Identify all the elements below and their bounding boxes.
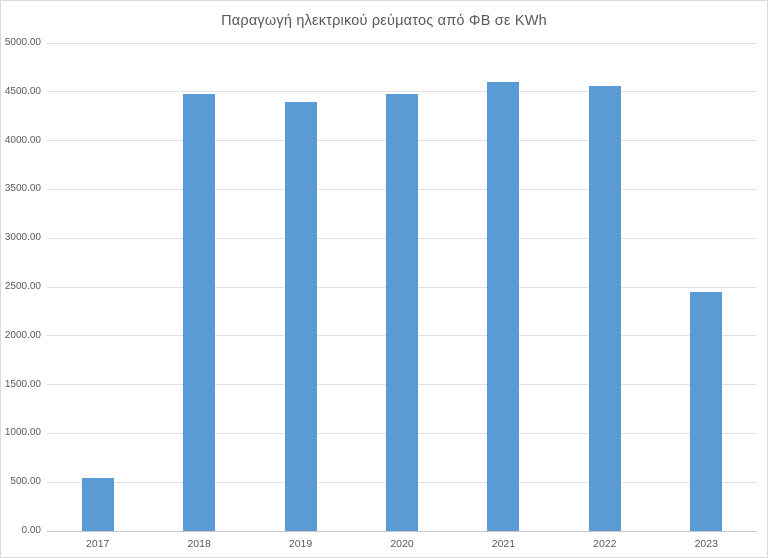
y-tick-label: 1000.00 [4, 427, 41, 439]
gridline [47, 91, 757, 93]
y-tick-label: 4500.00 [4, 85, 41, 97]
plot-area [47, 42, 757, 532]
bar-2018 [183, 94, 216, 531]
x-tick-label: 2020 [390, 538, 414, 550]
bar-2017 [81, 478, 114, 531]
bar-2021 [487, 81, 520, 531]
bar-2020 [386, 94, 418, 531]
y-tick-label: 2500.00 [4, 281, 41, 292]
y-tick-label: 500.00 [10, 476, 41, 488]
y-tick-label: 3000.00 [4, 232, 41, 244]
y-tick-label: 0.00 [21, 525, 41, 536]
gridline [47, 42, 757, 44]
y-tick-label: 1500.00 [4, 378, 41, 390]
y-tick-label: 5000.00 [4, 37, 41, 48]
y-tick-label: 4000.00 [4, 134, 41, 146]
x-tick-label: 2021 [491, 538, 516, 550]
x-tick-label: 2017 [86, 538, 110, 550]
x-axis-line [47, 530, 757, 532]
x-tick-label: 2023 [694, 538, 718, 550]
y-tick-label: 2000.00 [4, 329, 41, 341]
x-tick-label: 2022 [593, 538, 617, 550]
x-tick-label: 2018 [187, 538, 211, 550]
bar-2022 [588, 85, 621, 531]
bar-2023 [690, 292, 723, 531]
bar-2019 [284, 101, 317, 531]
y-tick-label: 3500.00 [4, 183, 41, 195]
chart-title: Παραγωγή ηλεκτρικού ρεύματος από ΦΒ σε K… [221, 13, 547, 29]
x-tick-label: 2019 [288, 538, 313, 550]
